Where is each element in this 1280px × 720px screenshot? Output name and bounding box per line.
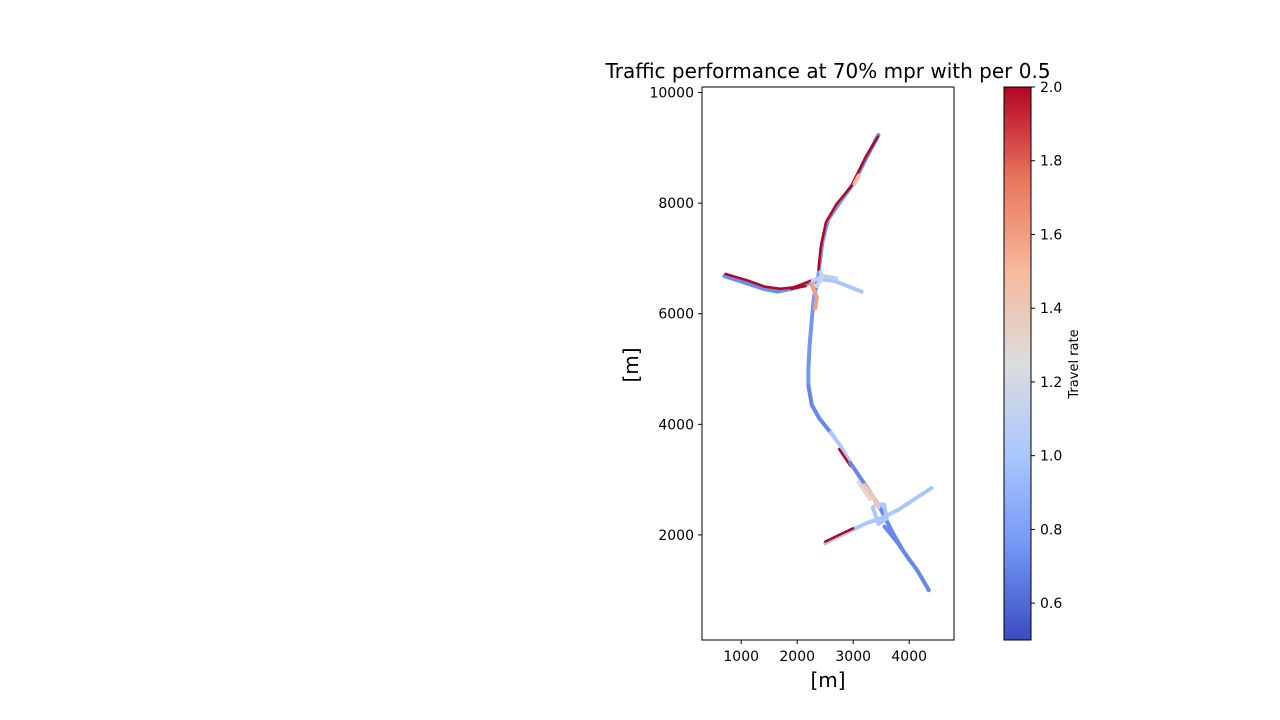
road-segment-24 (862, 483, 881, 510)
colorbar-tick-label-0: 0.6 (1040, 596, 1062, 612)
colorbar-tick-label-1: 0.8 (1040, 522, 1062, 538)
colorbar-tick-label-6: 1.8 (1040, 154, 1062, 170)
y-tick-label-2: 6000 (658, 307, 694, 323)
road-segment-14 (724, 272, 813, 291)
road-segment-3 (817, 135, 880, 271)
colorbar (1003, 86, 1032, 641)
x-tick-label-1: 2000 (779, 649, 815, 665)
y-axis: 2000 4000 6000 8000 10000 (649, 86, 702, 544)
colorbar-tick-label-5: 1.6 (1040, 227, 1062, 243)
road-segment-4 (852, 173, 861, 186)
road-segment-7 (828, 430, 853, 465)
road-segment-17 (809, 281, 819, 311)
colorbar-tick-label-4: 1.4 (1040, 301, 1062, 317)
plot-frame (701, 86, 955, 641)
road-segment-22 (879, 485, 934, 521)
chart-title: Traffic performance at 70% mpr with per … (604, 59, 1050, 83)
y-tick-label-4: 10000 (649, 86, 694, 102)
colorbar-ticks: 0.6 0.8 1.0 1.2 1.4 1.6 1.8 2.0 (1031, 80, 1062, 612)
y-tick-label-0: 2000 (658, 528, 694, 544)
road-segment-10 (856, 480, 872, 501)
y-tick-label-1: 4000 (658, 417, 694, 433)
road-segment-16 (817, 277, 864, 294)
road-segment-15 (790, 284, 807, 291)
road-segment-23 (870, 502, 889, 526)
colorbar-tick-label-2: 1.0 (1040, 449, 1062, 465)
road-segment-12 (882, 524, 912, 562)
road-segment-20 (823, 516, 884, 546)
x-tick-label-0: 1000 (723, 649, 759, 665)
x-tick-label-2: 3000 (835, 649, 871, 665)
road-segment-21 (823, 527, 855, 543)
colorbar-label: Travel rate (1067, 329, 1082, 399)
road-segment-18 (810, 274, 839, 283)
y-tick-label-3: 8000 (658, 196, 694, 212)
x-axis-label: [m] (810, 668, 845, 692)
road-network (722, 133, 934, 593)
road-segment-13 (722, 274, 819, 294)
colorbar-tick-label-7: 2.0 (1040, 80, 1062, 96)
road-segment-19 (814, 270, 825, 289)
x-axis: 1000 2000 3000 4000 (723, 640, 927, 665)
x-tick-label-3: 4000 (891, 649, 927, 665)
colorbar-tick-label-3: 1.2 (1040, 375, 1062, 391)
road-segment-6 (806, 383, 833, 435)
y-axis-label: [m] (619, 347, 643, 382)
